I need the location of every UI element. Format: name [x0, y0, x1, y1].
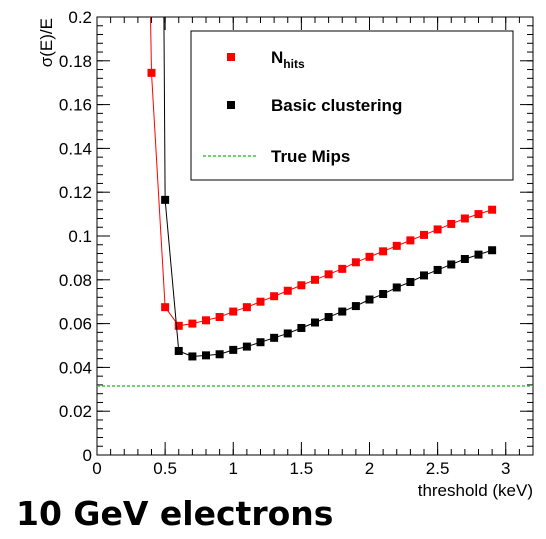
data-point — [474, 250, 483, 259]
data-point — [270, 333, 279, 342]
data-point — [460, 254, 469, 263]
data-point — [147, 68, 156, 77]
data-point — [338, 307, 347, 316]
legend-label: Basic clustering — [271, 96, 402, 115]
data-point — [161, 303, 170, 312]
data-point — [433, 225, 442, 234]
data-point — [420, 271, 428, 280]
data-point — [229, 307, 238, 316]
data-point — [474, 210, 483, 219]
y-tick-label: 0.08 — [59, 271, 92, 290]
data-point — [379, 290, 388, 299]
data-point — [161, 195, 170, 204]
data-point — [242, 342, 251, 351]
data-point — [256, 297, 265, 306]
data-point — [283, 329, 292, 338]
data-point — [188, 319, 197, 328]
data-point — [351, 302, 360, 311]
x-tick-label: 1 — [229, 459, 238, 478]
data-point — [242, 303, 251, 312]
data-point — [460, 214, 469, 223]
legend-marker — [227, 53, 235, 61]
legend: Nhits Basic clustering True Mips — [190, 30, 514, 181]
data-point — [229, 345, 238, 354]
data-point — [447, 219, 456, 228]
data-point — [297, 323, 306, 332]
legend-label: Nhits — [271, 48, 305, 71]
data-point — [392, 283, 401, 292]
data-point — [406, 277, 415, 286]
data-point — [188, 352, 197, 361]
y-tick-label: 0.04 — [59, 358, 92, 377]
y-tick-label: 0.14 — [59, 139, 92, 158]
data-point — [256, 338, 265, 347]
x-tick-label: 0 — [92, 459, 101, 478]
data-point — [270, 292, 279, 301]
y-axis-label: σ(E)/E — [37, 18, 56, 67]
data-point — [447, 260, 456, 269]
x-tick-label: 1.5 — [290, 459, 314, 478]
data-point — [297, 281, 306, 290]
y-tick-label: 0.12 — [59, 183, 92, 202]
x-tick-label: 0.5 — [153, 459, 177, 478]
data-point — [324, 313, 333, 322]
data-point — [311, 275, 319, 284]
x-axis-label: threshold (keV) — [418, 481, 533, 500]
x-tick-label: 2 — [365, 459, 374, 478]
data-point — [174, 346, 183, 355]
chart-caption: 10 GeV electrons — [16, 494, 334, 533]
y-tick-label: 0.16 — [59, 96, 92, 115]
y-tick-label: 0.2 — [68, 8, 92, 27]
legend-box — [190, 30, 514, 181]
data-point — [379, 247, 388, 256]
data-point — [338, 264, 347, 273]
data-point — [215, 350, 224, 359]
data-point — [392, 241, 401, 250]
legend-label: True Mips — [271, 147, 350, 166]
data-point — [420, 230, 428, 239]
data-point — [324, 270, 333, 279]
data-point — [174, 321, 183, 330]
data-point — [406, 236, 415, 245]
data-point — [488, 246, 497, 255]
data-point — [365, 295, 374, 304]
y-tick-label: 0 — [83, 446, 92, 465]
data-point — [283, 286, 292, 295]
data-point — [215, 313, 224, 322]
data-point — [433, 265, 442, 274]
data-point — [365, 252, 374, 261]
y-tick-label: 0.06 — [59, 315, 92, 334]
data-point — [351, 258, 360, 267]
y-tick-label: 0.1 — [68, 227, 92, 246]
data-point — [311, 318, 319, 327]
y-tick-label: 0.18 — [59, 52, 92, 71]
y-tick-label: 0.02 — [59, 402, 92, 421]
plot-area — [97, 17, 533, 387]
data-point — [488, 205, 497, 214]
x-tick-label: 3 — [501, 459, 510, 478]
x-tick-label: 2.5 — [426, 459, 450, 478]
data-point — [202, 316, 210, 325]
data-point — [202, 351, 210, 360]
legend-marker — [227, 101, 235, 109]
axes: 0 0.5 1 1.5 2 2.5 3 0 0.02 0.04 0.06 0.08 0.1 0.12 0.1… — [59, 8, 534, 478]
